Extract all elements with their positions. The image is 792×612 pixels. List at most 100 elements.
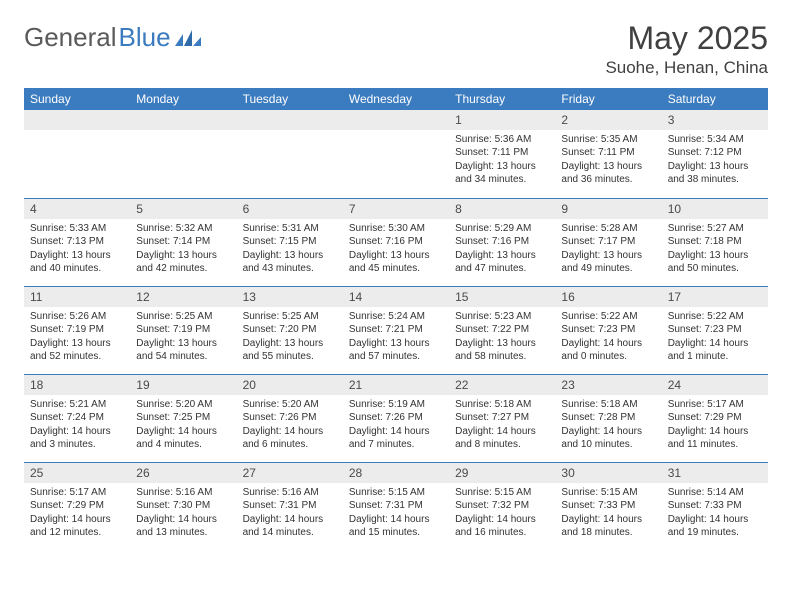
day-detail: Sunrise: 5:15 AMSunset: 7:32 PMDaylight:… — [449, 483, 555, 540]
day-detail: Sunrise: 5:18 AMSunset: 7:27 PMDaylight:… — [449, 395, 555, 452]
day-number: 8 — [449, 198, 555, 219]
day-detail: Sunrise: 5:18 AMSunset: 7:28 PMDaylight:… — [555, 395, 661, 452]
calendar-cell: 22Sunrise: 5:18 AMSunset: 7:27 PMDayligh… — [449, 374, 555, 462]
title-block: May 2025 Suohe, Henan, China — [605, 22, 768, 78]
day-detail: Sunrise: 5:31 AMSunset: 7:15 PMDaylight:… — [237, 219, 343, 276]
calendar-cell-empty — [24, 110, 130, 198]
day-number: 24 — [662, 374, 768, 395]
empty-daynum — [343, 110, 449, 130]
calendar-cell-empty — [343, 110, 449, 198]
day-detail: Sunrise: 5:20 AMSunset: 7:26 PMDaylight:… — [237, 395, 343, 452]
day-detail: Sunrise: 5:22 AMSunset: 7:23 PMDaylight:… — [555, 307, 661, 364]
calendar-row: 18Sunrise: 5:21 AMSunset: 7:24 PMDayligh… — [24, 374, 768, 462]
calendar-cell: 14Sunrise: 5:24 AMSunset: 7:21 PMDayligh… — [343, 286, 449, 374]
calendar-cell: 25Sunrise: 5:17 AMSunset: 7:29 PMDayligh… — [24, 462, 130, 550]
calendar-cell-empty — [130, 110, 236, 198]
day-number: 22 — [449, 374, 555, 395]
calendar-row: 4Sunrise: 5:33 AMSunset: 7:13 PMDaylight… — [24, 198, 768, 286]
calendar-cell: 26Sunrise: 5:16 AMSunset: 7:30 PMDayligh… — [130, 462, 236, 550]
day-detail: Sunrise: 5:21 AMSunset: 7:24 PMDaylight:… — [24, 395, 130, 452]
calendar-cell-empty — [237, 110, 343, 198]
calendar-cell: 11Sunrise: 5:26 AMSunset: 7:19 PMDayligh… — [24, 286, 130, 374]
brand-part2: Blue — [119, 22, 171, 53]
day-detail: Sunrise: 5:19 AMSunset: 7:26 PMDaylight:… — [343, 395, 449, 452]
day-detail: Sunrise: 5:35 AMSunset: 7:11 PMDaylight:… — [555, 130, 661, 187]
day-detail: Sunrise: 5:27 AMSunset: 7:18 PMDaylight:… — [662, 219, 768, 276]
day-detail: Sunrise: 5:14 AMSunset: 7:33 PMDaylight:… — [662, 483, 768, 540]
location-text: Suohe, Henan, China — [605, 58, 768, 78]
day-detail: Sunrise: 5:15 AMSunset: 7:33 PMDaylight:… — [555, 483, 661, 540]
day-number: 30 — [555, 462, 661, 483]
month-title: May 2025 — [605, 22, 768, 56]
brand-mark-icon — [175, 28, 201, 48]
day-detail: Sunrise: 5:26 AMSunset: 7:19 PMDaylight:… — [24, 307, 130, 364]
day-detail: Sunrise: 5:25 AMSunset: 7:20 PMDaylight:… — [237, 307, 343, 364]
day-number: 15 — [449, 286, 555, 307]
day-number: 18 — [24, 374, 130, 395]
day-number: 6 — [237, 198, 343, 219]
day-number: 20 — [237, 374, 343, 395]
empty-daynum — [24, 110, 130, 130]
calendar-cell: 24Sunrise: 5:17 AMSunset: 7:29 PMDayligh… — [662, 374, 768, 462]
calendar-cell: 2Sunrise: 5:35 AMSunset: 7:11 PMDaylight… — [555, 110, 661, 198]
calendar-cell: 28Sunrise: 5:15 AMSunset: 7:31 PMDayligh… — [343, 462, 449, 550]
day-number: 28 — [343, 462, 449, 483]
weekday-header: Tuesday — [237, 88, 343, 110]
day-number: 1 — [449, 110, 555, 130]
day-number: 2 — [555, 110, 661, 130]
calendar-table: SundayMondayTuesdayWednesdayThursdayFrid… — [24, 88, 768, 550]
day-detail: Sunrise: 5:36 AMSunset: 7:11 PMDaylight:… — [449, 130, 555, 187]
day-detail: Sunrise: 5:16 AMSunset: 7:31 PMDaylight:… — [237, 483, 343, 540]
day-number: 23 — [555, 374, 661, 395]
day-number: 25 — [24, 462, 130, 483]
calendar-cell: 31Sunrise: 5:14 AMSunset: 7:33 PMDayligh… — [662, 462, 768, 550]
day-number: 7 — [343, 198, 449, 219]
day-number: 9 — [555, 198, 661, 219]
brand-logo: GeneralBlue — [24, 22, 201, 53]
day-number: 10 — [662, 198, 768, 219]
calendar-cell: 1Sunrise: 5:36 AMSunset: 7:11 PMDaylight… — [449, 110, 555, 198]
calendar-header-row: SundayMondayTuesdayWednesdayThursdayFrid… — [24, 88, 768, 110]
day-detail: Sunrise: 5:30 AMSunset: 7:16 PMDaylight:… — [343, 219, 449, 276]
calendar-row: 25Sunrise: 5:17 AMSunset: 7:29 PMDayligh… — [24, 462, 768, 550]
calendar-cell: 29Sunrise: 5:15 AMSunset: 7:32 PMDayligh… — [449, 462, 555, 550]
day-detail: Sunrise: 5:16 AMSunset: 7:30 PMDaylight:… — [130, 483, 236, 540]
calendar-cell: 12Sunrise: 5:25 AMSunset: 7:19 PMDayligh… — [130, 286, 236, 374]
calendar-row: 1Sunrise: 5:36 AMSunset: 7:11 PMDaylight… — [24, 110, 768, 198]
day-detail: Sunrise: 5:20 AMSunset: 7:25 PMDaylight:… — [130, 395, 236, 452]
calendar-cell: 19Sunrise: 5:20 AMSunset: 7:25 PMDayligh… — [130, 374, 236, 462]
day-detail: Sunrise: 5:24 AMSunset: 7:21 PMDaylight:… — [343, 307, 449, 364]
brand-part1: General — [24, 22, 117, 53]
empty-daynum — [130, 110, 236, 130]
day-number: 5 — [130, 198, 236, 219]
calendar-cell: 20Sunrise: 5:20 AMSunset: 7:26 PMDayligh… — [237, 374, 343, 462]
calendar-cell: 21Sunrise: 5:19 AMSunset: 7:26 PMDayligh… — [343, 374, 449, 462]
day-detail: Sunrise: 5:32 AMSunset: 7:14 PMDaylight:… — [130, 219, 236, 276]
calendar-cell: 4Sunrise: 5:33 AMSunset: 7:13 PMDaylight… — [24, 198, 130, 286]
calendar-cell: 3Sunrise: 5:34 AMSunset: 7:12 PMDaylight… — [662, 110, 768, 198]
header: GeneralBlue May 2025 Suohe, Henan, China — [24, 22, 768, 78]
weekday-header: Thursday — [449, 88, 555, 110]
day-number: 11 — [24, 286, 130, 307]
calendar-cell: 16Sunrise: 5:22 AMSunset: 7:23 PMDayligh… — [555, 286, 661, 374]
day-detail: Sunrise: 5:22 AMSunset: 7:23 PMDaylight:… — [662, 307, 768, 364]
weekday-header: Saturday — [662, 88, 768, 110]
calendar-cell: 17Sunrise: 5:22 AMSunset: 7:23 PMDayligh… — [662, 286, 768, 374]
day-detail: Sunrise: 5:25 AMSunset: 7:19 PMDaylight:… — [130, 307, 236, 364]
calendar-cell: 23Sunrise: 5:18 AMSunset: 7:28 PMDayligh… — [555, 374, 661, 462]
calendar-cell: 9Sunrise: 5:28 AMSunset: 7:17 PMDaylight… — [555, 198, 661, 286]
calendar-cell: 7Sunrise: 5:30 AMSunset: 7:16 PMDaylight… — [343, 198, 449, 286]
day-detail: Sunrise: 5:34 AMSunset: 7:12 PMDaylight:… — [662, 130, 768, 187]
day-number: 21 — [343, 374, 449, 395]
calendar-cell: 8Sunrise: 5:29 AMSunset: 7:16 PMDaylight… — [449, 198, 555, 286]
weekday-header: Wednesday — [343, 88, 449, 110]
weekday-header: Sunday — [24, 88, 130, 110]
calendar-cell: 18Sunrise: 5:21 AMSunset: 7:24 PMDayligh… — [24, 374, 130, 462]
day-detail: Sunrise: 5:23 AMSunset: 7:22 PMDaylight:… — [449, 307, 555, 364]
day-number: 29 — [449, 462, 555, 483]
day-detail: Sunrise: 5:33 AMSunset: 7:13 PMDaylight:… — [24, 219, 130, 276]
calendar-body: 1Sunrise: 5:36 AMSunset: 7:11 PMDaylight… — [24, 110, 768, 550]
day-number: 14 — [343, 286, 449, 307]
day-number: 16 — [555, 286, 661, 307]
day-number: 31 — [662, 462, 768, 483]
